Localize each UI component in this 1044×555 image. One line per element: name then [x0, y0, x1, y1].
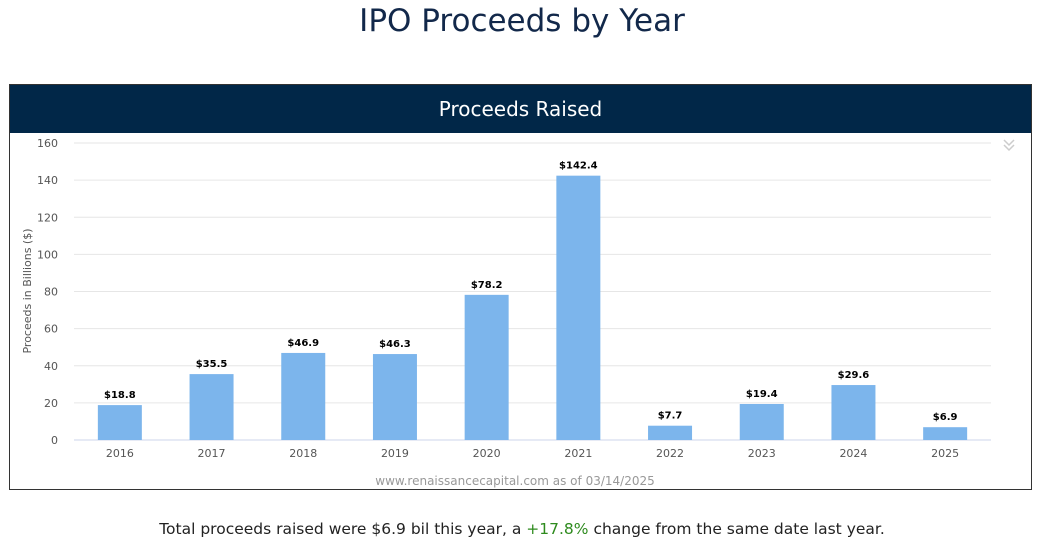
footnote: Total proceeds raised were $6.9 bil this… [0, 520, 1044, 538]
data-label: $29.6 [838, 370, 870, 381]
data-label: $142.4 [559, 161, 598, 172]
x-tick-label: 2023 [748, 447, 776, 460]
data-label: $19.4 [746, 389, 778, 400]
bar-chart: 0 20 40 60 80 100 120 140 160 Proceeds in Billio… [21, 137, 991, 488]
y-axis-ticks: 0 20 40 60 80 100 120 140 160 [37, 137, 58, 447]
data-label: $46.9 [287, 338, 319, 349]
x-tick-label: 2016 [106, 447, 134, 460]
x-tick-label: 2018 [289, 447, 317, 460]
x-tick-label: 2021 [564, 447, 592, 460]
bar[interactable] [464, 294, 509, 440]
y-tick-label: 0 [51, 434, 58, 447]
data-label: $35.5 [196, 359, 228, 370]
y-tick-label: 40 [44, 360, 58, 373]
data-label: $7.7 [658, 411, 683, 422]
data-label: $6.9 [933, 412, 958, 423]
x-tick-label: 2025 [931, 447, 959, 460]
y-tick-label: 160 [37, 137, 58, 150]
bar[interactable] [923, 427, 968, 440]
x-tick-label: 2020 [473, 447, 501, 460]
bar[interactable] [648, 425, 693, 440]
x-tick-label: 2019 [381, 447, 409, 460]
data-label: $18.8 [104, 390, 136, 401]
bar[interactable] [189, 374, 234, 440]
x-tick-label: 2024 [839, 447, 867, 460]
y-tick-label: 120 [37, 211, 58, 224]
bar[interactable] [372, 354, 417, 440]
bars: $18.8 $35.5 $46.9 $46.3 $78.2 $142.4 $7.7 $19.4… [97, 161, 968, 441]
x-tick-label: 2017 [198, 447, 226, 460]
x-axis-ticks: 2016 2017 2018 2019 2020 2021 2022 2023 2024 2025 [106, 447, 959, 460]
y-tick-label: 100 [37, 248, 58, 261]
panel-header: Proceeds Raised [10, 85, 1031, 133]
y-tick-label: 60 [44, 323, 58, 336]
bar[interactable] [831, 385, 876, 440]
footnote-text-after: change from the same date last year. [588, 520, 885, 538]
bar[interactable] [97, 405, 142, 440]
y-tick-label: 140 [37, 174, 58, 187]
bar[interactable] [281, 352, 326, 440]
change-percent: +17.8% [526, 520, 589, 538]
chevron-down-icon[interactable] [1001, 137, 1017, 153]
source-credit[interactable]: www.renaissancecapital.com as of 03/14/2… [375, 474, 654, 488]
x-tick-label: 2022 [656, 447, 684, 460]
y-tick-label: 20 [44, 397, 58, 410]
footnote-text-before: Total proceeds raised were $6.9 bil this… [159, 520, 527, 538]
page-title: IPO Proceeds by Year [359, 3, 685, 39]
y-axis-label: Proceeds in Billions ($) [21, 228, 34, 353]
chart-panel: Proceeds Raised 0 20 40 60 80 100 120 140 160 Pr… [9, 84, 1032, 490]
data-label: $78.2 [471, 280, 503, 291]
bar[interactable] [739, 403, 784, 440]
y-tick-label: 80 [44, 286, 58, 299]
data-label: $46.3 [379, 339, 411, 350]
bar[interactable] [556, 175, 601, 441]
